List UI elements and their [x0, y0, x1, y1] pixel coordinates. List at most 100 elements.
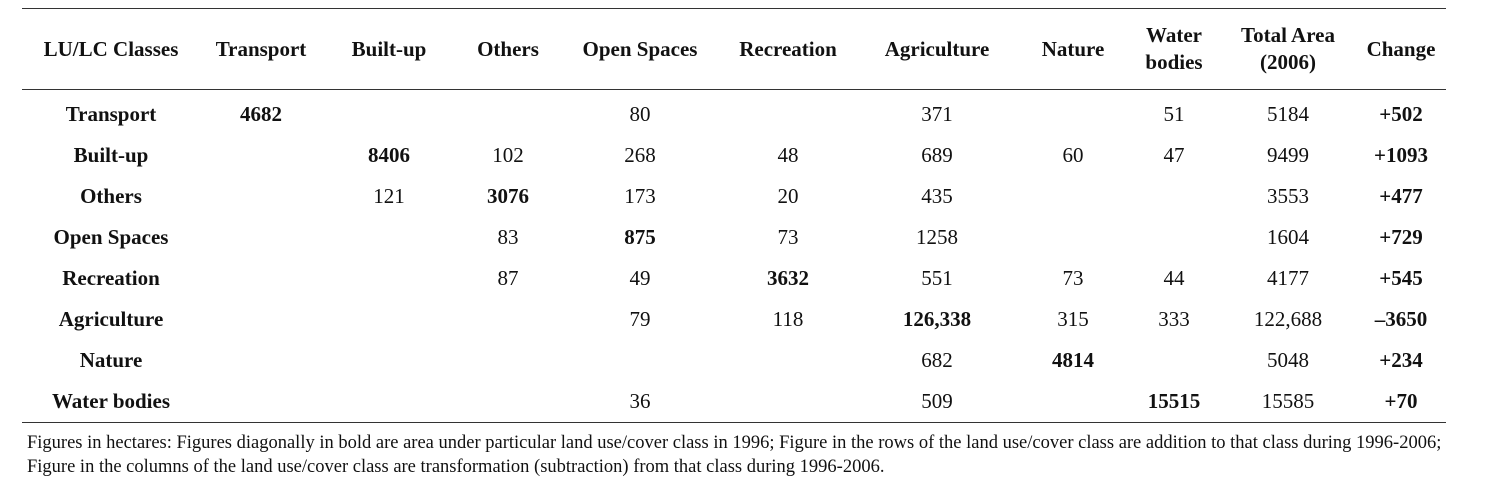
- table-cell: [456, 381, 560, 422]
- table-cell: 5184: [1267, 102, 1309, 126]
- table-cell: 87: [497, 266, 519, 290]
- table-row: Recreation 87 49 3632 551 73 44 4177 +545: [22, 258, 1446, 299]
- table-cell: 102: [492, 143, 524, 167]
- change-cell: +70: [1384, 389, 1418, 413]
- table-cell: [1128, 217, 1220, 258]
- table-cell: [456, 90, 560, 135]
- table-cell: [1018, 381, 1128, 422]
- table-container: LU/LC Classes Transport Built-up Others …: [22, 8, 1446, 423]
- table-cell: 173: [624, 184, 656, 208]
- change-cell: –3650: [1374, 307, 1428, 331]
- table-cell: 3632: [767, 266, 809, 290]
- table-cell: 60: [1062, 143, 1084, 167]
- table-cell: 118: [772, 307, 804, 331]
- footnote: Figures in hectares: Figures diagonally …: [27, 433, 1442, 477]
- header-recreation: Recreation: [739, 36, 837, 61]
- header-water-bodies: Water bodies: [1145, 23, 1203, 74]
- table-cell: [200, 217, 322, 258]
- table-cell: 8406: [368, 143, 410, 167]
- table-cell: 122,688: [1253, 307, 1323, 331]
- table-cell: 47: [1163, 143, 1185, 167]
- table-cell: 73: [777, 225, 799, 249]
- table-cell: [322, 258, 456, 299]
- table-row: Built-up 8406 102 268 48 689 60 47 9499 +1093: [22, 135, 1446, 176]
- table-cell: 73: [1062, 266, 1084, 290]
- table-cell: 20: [777, 184, 799, 208]
- table-cell: 79: [629, 307, 651, 331]
- table-cell: 48: [777, 143, 799, 167]
- table-cell: [456, 299, 560, 340]
- table-cell: [1018, 217, 1128, 258]
- table-cell: 3076: [487, 184, 529, 208]
- table-cell: 1604: [1267, 225, 1309, 249]
- table-cell: 80: [629, 102, 651, 126]
- table-cell: 268: [624, 143, 656, 167]
- table-cell: 333: [1158, 307, 1190, 331]
- table-cell: 5048: [1267, 348, 1309, 372]
- table-cell: 49: [629, 266, 651, 290]
- table-cell: 15585: [1261, 389, 1315, 413]
- table-cell: [200, 135, 322, 176]
- table-cell: 9499: [1267, 143, 1309, 167]
- table-cell: 875: [624, 225, 656, 249]
- table-cell: 1258: [916, 225, 958, 249]
- row-label: Open Spaces: [53, 225, 169, 249]
- header-change: Change: [1366, 36, 1436, 61]
- table-cell: 4177: [1267, 266, 1309, 290]
- table-cell: [200, 258, 322, 299]
- table-cell: 51: [1163, 102, 1185, 126]
- header-agriculture: Agriculture: [884, 36, 990, 61]
- table-cell: 509: [921, 389, 953, 413]
- bottom-rule: [22, 422, 1446, 423]
- table-cell: 315: [1057, 307, 1089, 331]
- row-label: Agriculture: [58, 307, 164, 331]
- header-row: LU/LC Classes Transport Built-up Others …: [22, 9, 1446, 89]
- table-cell: 83: [497, 225, 519, 249]
- table-row: Open Spaces 83 875 73 1258 1604 +729: [22, 217, 1446, 258]
- table-cell: [1018, 176, 1128, 217]
- table-row: Nature 682 4814 5048 +234: [22, 340, 1446, 381]
- row-label: Water bodies: [51, 389, 171, 413]
- table-cell: 121: [373, 184, 405, 208]
- table-cell: [200, 381, 322, 422]
- header-total-area: Total Area (2006): [1241, 23, 1335, 74]
- lulc-change-table: LU/LC Classes Transport Built-up Others …: [22, 9, 1446, 422]
- table-cell: 4814: [1052, 348, 1094, 372]
- table-row: Agriculture 79 118 126,338 315 333 122,688 –365…: [22, 299, 1446, 340]
- table-cell: [200, 340, 322, 381]
- table-cell: [200, 176, 322, 217]
- header-open-spaces: Open Spaces: [582, 36, 698, 61]
- table-cell: 44: [1163, 266, 1185, 290]
- row-label: Transport: [65, 102, 157, 126]
- row-label: Others: [80, 184, 142, 208]
- table-cell: [322, 299, 456, 340]
- row-label: Recreation: [62, 266, 160, 290]
- row-label: Nature: [79, 348, 143, 372]
- change-cell: +1093: [1374, 143, 1428, 167]
- change-cell: +502: [1379, 102, 1423, 126]
- table-row: Transport 4682 80 371 51 5184 +502: [22, 90, 1446, 135]
- header-transport: Transport: [215, 36, 307, 61]
- table-cell: 689: [921, 143, 953, 167]
- table-cell: [560, 340, 720, 381]
- header-others: Others: [477, 36, 539, 61]
- table-cell: [322, 217, 456, 258]
- top-rule: [22, 8, 1446, 9]
- table-row: Others 121 3076 173 20 435 3553 +477: [22, 176, 1446, 217]
- change-cell: +234: [1379, 348, 1423, 372]
- change-cell: +729: [1379, 225, 1423, 249]
- table-cell: [720, 340, 856, 381]
- table-cell: [1128, 176, 1220, 217]
- table-cell: 126,338: [902, 307, 972, 331]
- row-label: Built-up: [73, 143, 149, 167]
- table-cell: [456, 340, 560, 381]
- header-lulc-classes: LU/LC Classes: [43, 36, 179, 61]
- table-cell: [322, 90, 456, 135]
- table-cell: 36: [629, 389, 651, 413]
- change-cell: +545: [1379, 266, 1423, 290]
- table-cell: 551: [921, 266, 953, 290]
- header-nature: Nature: [1041, 36, 1105, 61]
- table-cell: 15515: [1147, 389, 1201, 413]
- table-cell: 682: [921, 348, 953, 372]
- table-cell: 371: [921, 102, 953, 126]
